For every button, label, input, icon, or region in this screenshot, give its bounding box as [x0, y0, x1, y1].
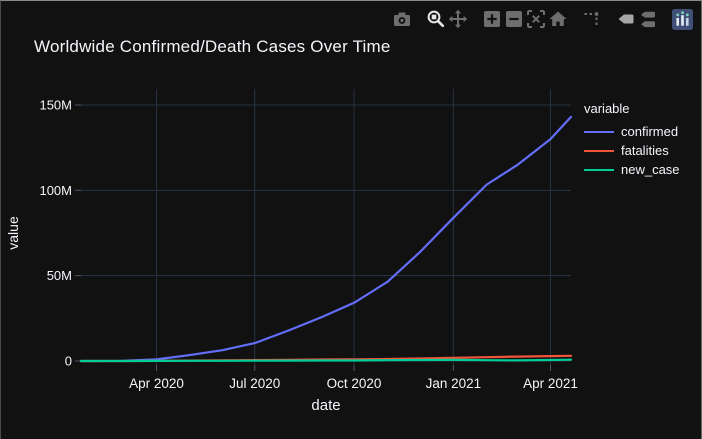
home-icon[interactable]: [547, 8, 569, 30]
closest-hover-icon: [618, 14, 634, 24]
y-tick-label: 0: [65, 354, 72, 369]
modebar: [391, 8, 693, 30]
pan-icon[interactable]: [447, 8, 469, 30]
legend-item-fatalities[interactable]: fatalities: [584, 141, 680, 160]
pan-icon: [448, 9, 468, 29]
y-tick-label: 50M: [47, 268, 72, 283]
legend-label: confirmed: [621, 124, 679, 139]
zoom-in-icon: [484, 11, 500, 27]
x-tick-label: Apr 2020: [129, 376, 184, 391]
legend-label: fatalities: [621, 143, 669, 158]
legend: variable confirmed fatalities new_case: [584, 101, 680, 179]
zoom-icon: [427, 10, 445, 28]
compare-hover-icon[interactable]: [637, 8, 659, 30]
legend-swatch-confirmed: [584, 130, 614, 133]
page-title: Worldwide Confirmed/Death Cases Over Tim…: [34, 37, 391, 56]
spikelines-icon[interactable]: [581, 8, 603, 30]
x-tick-label: Oct 2020: [327, 376, 382, 391]
legend-label: new_case: [621, 162, 680, 177]
series-line-new_case: [79, 358, 573, 363]
autoscale-icon: [527, 10, 545, 28]
x-tick-label: Jan 2021: [426, 376, 482, 391]
x-axis-title: date: [311, 397, 341, 414]
legend-item-new_case[interactable]: new_case: [584, 160, 680, 179]
y-tick-label: 150M: [39, 98, 72, 113]
plotly-logo-icon[interactable]: [671, 8, 693, 30]
closest-hover-icon[interactable]: [615, 8, 637, 30]
x-tick-label: Apr 2021: [523, 376, 578, 391]
zoom-icon[interactable]: [425, 8, 447, 30]
y-tick-label: 100M: [39, 183, 72, 198]
autoscale-icon[interactable]: [525, 8, 547, 30]
legend-items: confirmed fatalities new_case: [584, 122, 680, 179]
camera-icon[interactable]: [391, 8, 413, 30]
legend-title: variable: [584, 101, 630, 116]
camera-icon: [394, 12, 410, 26]
x-tick-label: Jul 2020: [229, 376, 280, 391]
compare-hover-icon: [641, 11, 655, 28]
plotly-logo-icon: [671, 8, 693, 30]
home-icon: [549, 11, 567, 26]
zoom-out-icon: [506, 11, 522, 27]
zoom-out-icon[interactable]: [503, 8, 525, 30]
spikelines-icon: [584, 12, 599, 27]
y-axis-title: value: [5, 216, 21, 250]
legend-item-confirmed[interactable]: confirmed: [584, 122, 680, 141]
legend-swatch-fatalities: [584, 149, 614, 152]
zoom-in-icon[interactable]: [481, 8, 503, 30]
legend-swatch-new_case: [584, 168, 614, 171]
plot-area[interactable]: [81, 89, 571, 365]
